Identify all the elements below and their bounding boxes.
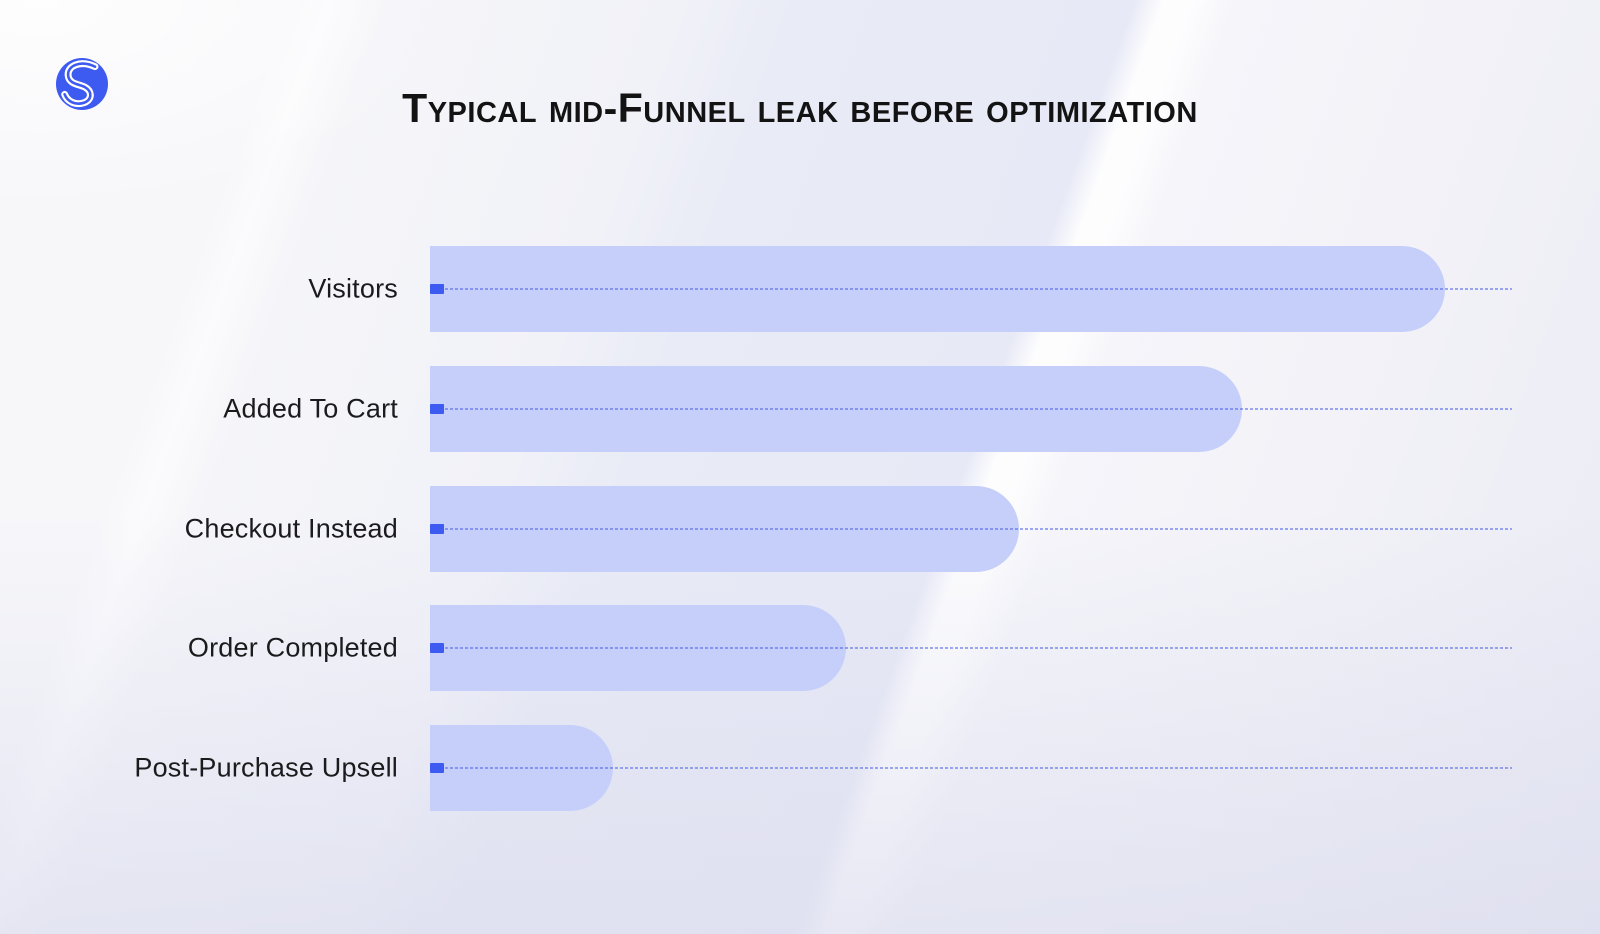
- leader-dotted-line: [430, 288, 1512, 290]
- leader-dotted-line: [430, 528, 1512, 530]
- chart-row: Checkout Instead: [0, 486, 1600, 572]
- category-label: Order Completed: [187, 632, 398, 663]
- brand-logo: [56, 58, 108, 110]
- bar-track: [430, 486, 1512, 572]
- chart-row: Added To Cart: [0, 366, 1600, 452]
- bar-start-marker: [430, 524, 444, 534]
- bar-start-marker: [430, 763, 444, 773]
- chart-title: Typical mid-Funnel leak before optimizat…: [402, 85, 1198, 131]
- leader-dotted-line: [430, 408, 1512, 410]
- bar-start-marker: [430, 404, 444, 414]
- category-label: Post-Purchase Upsell: [134, 752, 398, 783]
- category-label: Added To Cart: [223, 393, 398, 424]
- leader-dotted-line: [430, 647, 1512, 649]
- leader-dotted-line: [430, 767, 1512, 769]
- s-curve-logo-icon: [56, 58, 108, 110]
- bar-track: [430, 366, 1512, 452]
- chart-row: Order Completed: [0, 605, 1600, 691]
- bar-start-marker: [430, 643, 444, 653]
- category-label: Visitors: [308, 273, 398, 304]
- category-label: Checkout Instead: [184, 513, 398, 544]
- bar-track: [430, 605, 1512, 691]
- chart-row: Post-Purchase Upsell: [0, 725, 1600, 811]
- bar-track: [430, 725, 1512, 811]
- bar-start-marker: [430, 284, 444, 294]
- chart-row: Visitors: [0, 246, 1600, 332]
- bar-track: [430, 246, 1512, 332]
